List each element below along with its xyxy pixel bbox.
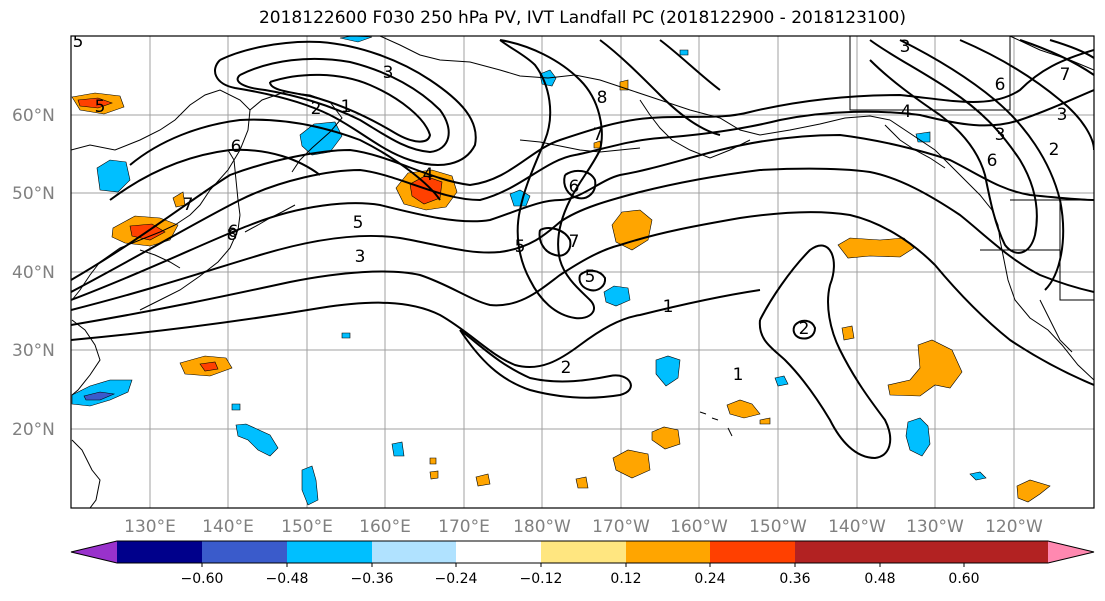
- contour-label: 5: [585, 267, 596, 287]
- colorbar-segment: [541, 541, 626, 563]
- contour-label: 8: [227, 225, 238, 245]
- colorbar-segment: [964, 541, 1048, 563]
- map-frame: [70, 35, 1095, 509]
- contour-label: 6: [228, 222, 239, 242]
- contour-label: 2: [311, 99, 322, 119]
- lon-label: 180°W: [513, 517, 571, 537]
- lon-label: 170°W: [592, 517, 650, 537]
- contour-label: 3: [1057, 105, 1068, 125]
- map-title: 2018122600 F030 250 hPa PV, IVT Landfall…: [258, 8, 906, 28]
- contour-label: 6: [987, 151, 998, 171]
- lon-label: 140°W: [828, 517, 886, 537]
- contour-label: 5: [515, 237, 526, 257]
- lon-label: 150°E: [281, 517, 333, 537]
- contour-label: 7: [593, 125, 604, 145]
- lon-label: 160°E: [359, 517, 411, 537]
- contour-label: 3: [900, 37, 911, 57]
- lon-label: 170°E: [438, 517, 490, 537]
- colorbar-segment: [710, 541, 795, 563]
- contour-label: 4: [423, 165, 434, 185]
- contour-label: 2: [1049, 140, 1060, 160]
- colorbar: −0.60 −0.48 −0.36 −0.24 −0.12 0.12 0.24 …: [70, 540, 1095, 587]
- contour-labels: 5 3 2 1 6 4 3 5 7 6 8 7 6 5 7 5 1 2 1 2 …: [73, 32, 1071, 385]
- contour-label: 5: [95, 97, 106, 117]
- contour-label: 7: [183, 195, 194, 215]
- contour-label: 6: [231, 137, 242, 157]
- contour-label: 6: [569, 177, 580, 197]
- colorbar-segment: [117, 541, 202, 563]
- contour-label: 3: [355, 247, 366, 267]
- lat-label: 50°N: [12, 184, 55, 204]
- colorbar-tick-label: 0.60: [948, 571, 979, 587]
- lon-label: 150°W: [749, 517, 807, 537]
- contour-label: 6: [995, 75, 1006, 95]
- lat-label: 30°N: [12, 341, 55, 361]
- colorbar-tick-label: 0.48: [864, 571, 895, 587]
- colorbar-tick-label: −0.12: [520, 571, 563, 587]
- colorbar-segment: [372, 541, 456, 563]
- colorbar-segment: [456, 541, 541, 563]
- contour-label: 1: [341, 97, 352, 117]
- colorbar-segment: [202, 541, 287, 563]
- contour-label: 2: [561, 358, 572, 378]
- lon-label: 120°W: [985, 517, 1043, 537]
- colorbar-tick-label: −0.60: [181, 571, 224, 587]
- contour-label: 4: [901, 102, 912, 122]
- colorbar-extend-max: [1048, 541, 1094, 563]
- contour-label: 3: [995, 125, 1006, 145]
- contour-label: 5: [353, 213, 364, 233]
- pv-contours: [71, 39, 1094, 460]
- colorbar-extend-min: [71, 541, 117, 563]
- contour-label: 5: [73, 32, 84, 52]
- contour-label: 7: [569, 232, 580, 252]
- colorbar-segment: [795, 541, 880, 563]
- contour-label: 1: [663, 297, 674, 317]
- contour-label: 1: [733, 365, 744, 385]
- lon-label: 130°W: [906, 517, 964, 537]
- colorbar-tick-label: −0.48: [266, 571, 309, 587]
- lon-label: 160°W: [670, 517, 728, 537]
- colorbar-segment: [287, 541, 372, 563]
- colorbar-tick-label: −0.36: [351, 571, 394, 587]
- contour-label: 3: [383, 63, 394, 83]
- colorbar-outline: [70, 540, 1095, 564]
- colorbar-segment: [626, 541, 710, 563]
- contour-label: 8: [597, 88, 608, 108]
- colorbar-tick-label: −0.24: [435, 571, 478, 587]
- longitude-labels: 130°E 140°E 150°E 160°E 170°E 180°W 170°…: [124, 517, 1043, 537]
- latitude-labels: 60°N 50°N 40°N 30°N 20°N: [12, 106, 55, 440]
- ivt-shading: [71, 36, 1051, 506]
- colorbar-tick-label: 0.36: [779, 571, 810, 587]
- colorbar-tick-label: 0.12: [610, 571, 641, 587]
- lat-label: 40°N: [12, 263, 55, 283]
- contour-label: 7: [1060, 65, 1071, 85]
- lat-label: 60°N: [12, 106, 55, 126]
- lon-label: 130°E: [124, 517, 176, 537]
- lat-label: 20°N: [12, 420, 55, 440]
- lon-label: 140°E: [202, 517, 254, 537]
- colorbar-tick-label: 0.24: [694, 571, 725, 587]
- contour-label: 2: [799, 319, 810, 339]
- colorbar-segment: [880, 541, 964, 563]
